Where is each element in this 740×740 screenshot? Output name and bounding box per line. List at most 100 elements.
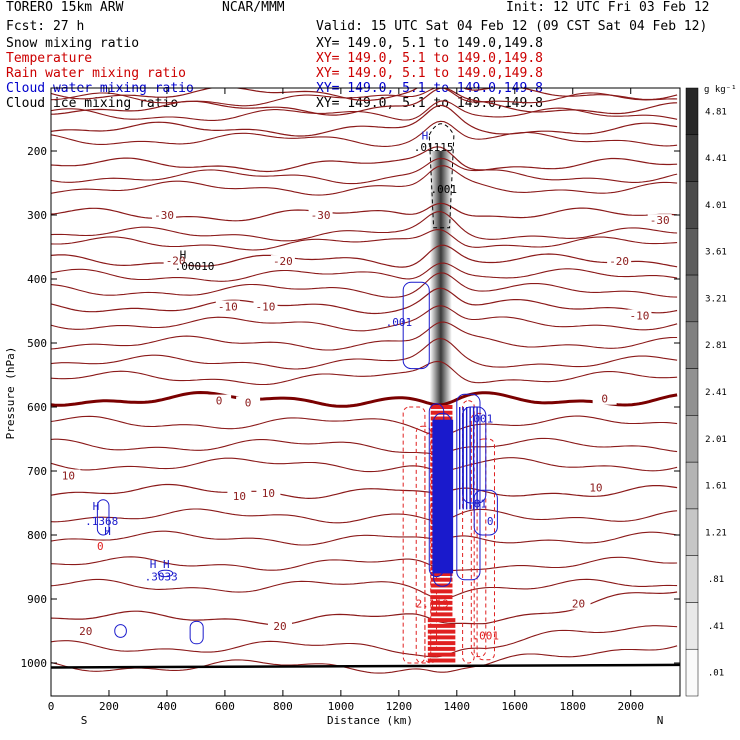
colorbar-segment — [685, 648, 699, 697]
temperature-contour-label: 20 — [572, 597, 585, 610]
x-end-label-north: N — [657, 714, 664, 727]
isotherm-line — [51, 508, 678, 524]
rain-contour — [402, 406, 426, 664]
colorbar-segment — [685, 134, 699, 182]
x-tick-label: 400 — [157, 700, 177, 713]
extrema-label: .01115 — [414, 141, 454, 154]
cloud-water-contour — [157, 569, 174, 578]
snow-mixing-ratio-shading — [429, 151, 452, 407]
ground-line — [51, 663, 680, 669]
temperature-contour-label: -20 — [166, 254, 186, 267]
isotherm-line — [51, 390, 678, 408]
init-label: Init: 12 UTC Fri 03 Feb 12 — [506, 0, 710, 15]
cloud-water-contour — [96, 499, 110, 536]
temperature-contour-label: 10 — [62, 469, 75, 482]
y-tick-label: 900 — [27, 593, 47, 606]
field-snow: Snow mixing ratio — [6, 36, 140, 51]
isotherm-line — [51, 483, 678, 500]
isotherm-line — [51, 202, 678, 222]
extrema-label: H H — [150, 558, 170, 571]
colorbar-label: 1.61 — [705, 482, 727, 492]
cloud-water-contour — [189, 620, 204, 645]
temperature-contour-label: -30 — [650, 214, 670, 227]
valid-label: Valid: 15 UTC Sat 04 Feb 12 (09 CST Sat … — [316, 19, 708, 34]
temperature-label-bg — [215, 300, 240, 313]
colorbar-segment — [685, 602, 699, 650]
temperature-label-bg — [592, 392, 617, 405]
colorbar-label: 4.41 — [705, 154, 727, 164]
model-label: TORERO 15km ARW — [6, 0, 124, 15]
temperature-label-bg — [73, 625, 98, 637]
temperature-contour-label: 20 — [79, 625, 92, 638]
colorbar-segment — [685, 321, 699, 369]
y-tick-label: 200 — [27, 145, 47, 158]
plot-area — [51, 88, 680, 674]
colorbar-segment — [685, 87, 699, 136]
isotherm-line — [51, 146, 678, 173]
extrema-label: .00010 — [175, 260, 215, 273]
extrema-label: .001 — [431, 183, 458, 196]
cloud-water-contour — [473, 489, 498, 536]
field-cloud-ice: Cloud ice mixing ratio — [6, 96, 179, 111]
x-end-label-south: S — [81, 714, 88, 727]
extrema-label: H — [422, 130, 429, 143]
temperature-label-bg — [583, 481, 608, 494]
x-tick-label: 800 — [273, 700, 293, 713]
isotherm-line — [51, 104, 678, 137]
colorbar-label: .01 — [708, 669, 724, 679]
temperature-label-bg — [627, 309, 652, 322]
rain-contour — [462, 400, 475, 664]
colorbar-segment — [685, 461, 699, 510]
isotherm-line — [51, 578, 678, 600]
extrema-label: .001 — [473, 629, 500, 642]
isotherm-line — [51, 165, 678, 196]
colorbar: 4.81 4.41 4.01 3.61 3.21 2.81 2.41 2.01 1.61 1.21… — [685, 87, 727, 697]
isotherm-line — [51, 530, 678, 546]
colorbar-unit: g kg⁻¹ — [704, 85, 737, 95]
isotherm-line — [51, 157, 678, 185]
colorbar-label: 4.01 — [705, 201, 727, 211]
isotherm-line — [51, 272, 678, 298]
extrema-label: .001 — [467, 413, 494, 426]
temperature-contour-label: 0 — [601, 393, 608, 406]
x-axis-label: Distance (km) — [327, 714, 413, 727]
isotherm-line — [51, 625, 678, 658]
isotherm-line — [51, 211, 678, 242]
colorbar-segment — [685, 368, 699, 416]
colorbar-segment — [685, 508, 699, 556]
temperature-label-bg — [207, 394, 232, 407]
extrema-label: 0 — [97, 540, 104, 553]
temperature-label-bg — [566, 597, 591, 610]
y-tick-label: 500 — [27, 337, 47, 350]
cloud-water-contour — [456, 393, 481, 581]
colorbar-label: 2.81 — [705, 341, 727, 351]
temperature-contour-label: -10 — [256, 301, 276, 314]
temperature-contour-label: -10 — [629, 309, 649, 322]
temperature-contour-label: 0 — [245, 397, 252, 410]
isotherm-line — [51, 321, 678, 351]
cloud-water-contour — [402, 281, 430, 370]
x-tick-label: 600 — [215, 700, 235, 713]
isotherm-line — [51, 262, 678, 282]
isotherm-line — [51, 457, 678, 473]
isotherm-line — [51, 120, 678, 147]
colorbar-label: 1.21 — [705, 528, 727, 538]
temperature-contour-label: -20 — [273, 255, 293, 268]
isotherm-line — [51, 337, 678, 370]
extrema-label: .1368 — [85, 515, 118, 528]
cloud-water-contour — [114, 624, 127, 638]
extrema-label: .81 — [467, 498, 487, 511]
isotherm-line — [51, 229, 678, 251]
colorbar-label: 3.21 — [705, 294, 727, 304]
isotherm-line — [51, 100, 678, 121]
colorbar-segment — [685, 181, 699, 229]
isotherm-line — [51, 88, 678, 107]
field-temperature-xy: XY= 149.0, 5.1 to 149.0,149.8 — [316, 51, 543, 66]
rain-contour — [424, 432, 438, 664]
rain-contour — [415, 425, 432, 664]
colorbar-label: 4.81 — [705, 107, 727, 117]
temperature-label-bg — [607, 255, 632, 268]
extrema-label: H — [104, 525, 111, 538]
x-tick-label: 0 — [48, 700, 55, 713]
